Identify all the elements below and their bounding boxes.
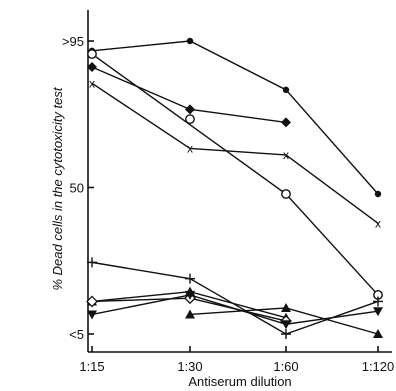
x-tick-label: 1:30 xyxy=(177,359,202,374)
x-tick-label: 1:15 xyxy=(79,359,104,374)
series-line-filled-circle xyxy=(91,40,379,195)
point-x: x xyxy=(283,148,289,162)
series-lines xyxy=(91,40,379,335)
point-open-circle xyxy=(281,189,291,199)
point-plus xyxy=(185,273,195,284)
y-tick-label: <5 xyxy=(69,327,84,342)
point-filled-diamond xyxy=(185,104,195,115)
point-filled-triangle-down xyxy=(373,307,383,317)
point-filled-triangle-up xyxy=(185,309,195,319)
series-markers: x x x x xyxy=(86,37,383,339)
point-filled-triangle-down xyxy=(87,310,97,320)
point-plus xyxy=(281,329,291,339)
x-axis-title: Antiserum dilution xyxy=(188,374,291,389)
point-open-diamond xyxy=(86,295,98,308)
point-filled-diamond xyxy=(281,117,291,128)
series-line-x xyxy=(91,82,379,224)
point-x: x xyxy=(187,141,193,155)
series-line-plus xyxy=(91,261,379,335)
point-filled-circle xyxy=(186,37,194,45)
point-x: x xyxy=(89,76,95,90)
point-filled-triangle-up xyxy=(281,302,291,312)
point-plus xyxy=(373,296,383,307)
y-tick-label: 50 xyxy=(70,181,84,196)
x-tick-label: 1:60 xyxy=(273,359,298,374)
point-filled-triangle-up xyxy=(373,329,383,338)
point-filled-diamond xyxy=(87,62,97,73)
series-line-filled-triangle-down xyxy=(91,294,379,325)
series-line-open-circle xyxy=(91,53,379,296)
point-x: x xyxy=(375,216,381,230)
tick-labels: <5 50 >95 1:15 1:30 1:60 1:120 xyxy=(62,34,394,374)
point-filled-circle xyxy=(282,86,290,94)
point-open-circle xyxy=(185,114,195,125)
point-filled-triangle-down xyxy=(281,320,291,330)
point-plus xyxy=(87,257,97,268)
point-filled-triangle-down xyxy=(185,290,195,300)
y-tick-label: >95 xyxy=(62,34,84,49)
point-open-circle xyxy=(87,49,97,59)
x-tick-label: 1:120 xyxy=(362,359,395,374)
point-filled-circle xyxy=(374,190,382,198)
y-axis-title: % Dead cells in the cytotoxicity test xyxy=(50,86,65,290)
